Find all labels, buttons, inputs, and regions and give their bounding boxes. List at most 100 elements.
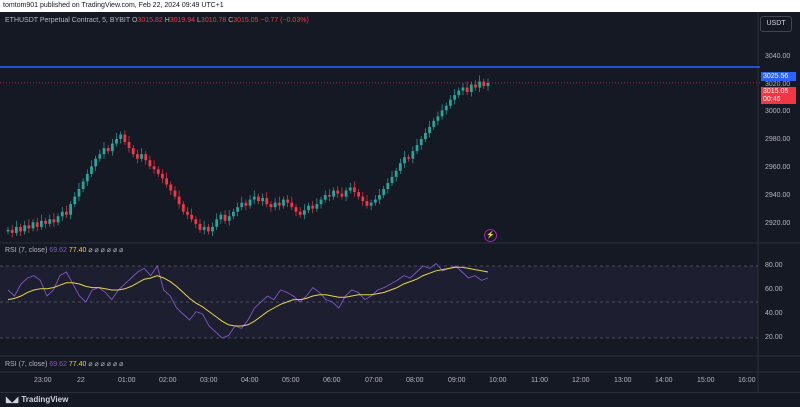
rsi-title: RSI (7, close) bbox=[5, 247, 48, 254]
candle-body bbox=[394, 170, 398, 177]
candle-body bbox=[69, 204, 73, 215]
candle-body bbox=[373, 199, 377, 203]
time-tick: 06:00 bbox=[323, 377, 341, 384]
price-tick: 3000.00 bbox=[765, 108, 791, 115]
candle-body bbox=[486, 83, 490, 87]
candle-body bbox=[52, 219, 56, 223]
chart-area[interactable] bbox=[0, 12, 800, 392]
rsi-ma-line bbox=[7, 266, 489, 327]
tradingview-logo[interactable]: ◣◢ TradingView bbox=[6, 393, 68, 407]
rsi-tick: 60.00 bbox=[765, 286, 783, 293]
candle-body bbox=[407, 157, 411, 159]
candle-body bbox=[236, 207, 239, 212]
rsi-placeholders: ⌀ ⌀ ⌀ ⌀ ⌀ ⌀ bbox=[88, 247, 124, 254]
candle-body bbox=[56, 216, 60, 223]
candle-body bbox=[94, 158, 98, 167]
rsi-tick: 40.00 bbox=[765, 310, 783, 317]
candle-body bbox=[444, 105, 448, 111]
time-tick: 22 bbox=[77, 377, 85, 384]
high-value: 3019.94 bbox=[169, 17, 196, 24]
candle-body bbox=[332, 190, 335, 197]
rsi-title-2: RSI (7, close) bbox=[5, 361, 48, 368]
candle-body bbox=[353, 187, 356, 193]
candle-body bbox=[177, 196, 181, 205]
candle-body bbox=[85, 173, 89, 182]
candle-body bbox=[252, 196, 256, 200]
candle-body bbox=[423, 132, 427, 140]
candle-body bbox=[248, 199, 252, 206]
candle-body bbox=[131, 148, 135, 155]
candle-body bbox=[361, 196, 365, 202]
close-value: 3015.05 bbox=[233, 17, 259, 24]
candle-body bbox=[48, 219, 52, 224]
candle-body bbox=[277, 202, 281, 206]
candle-body bbox=[211, 226, 214, 232]
candle-body bbox=[327, 195, 331, 197]
tradingview-logo-icon: ◣◢ bbox=[6, 395, 19, 404]
candle-body bbox=[302, 210, 306, 215]
time-tick: 13:00 bbox=[614, 377, 632, 384]
candle-body bbox=[81, 181, 85, 189]
close-label: C bbox=[228, 17, 234, 24]
candle-body bbox=[428, 126, 431, 133]
candle-body bbox=[282, 199, 285, 206]
candle-body bbox=[186, 211, 189, 215]
rsi-value-2: 69.62 bbox=[49, 361, 67, 368]
candle-body bbox=[148, 160, 152, 167]
lightning-icon[interactable]: ⚡ bbox=[484, 229, 497, 242]
candle-body bbox=[311, 205, 315, 209]
time-tick: 08:00 bbox=[406, 377, 424, 384]
candle-body bbox=[219, 214, 223, 220]
price-tick: 3040.00 bbox=[765, 53, 791, 60]
candle-body bbox=[10, 229, 14, 233]
candle-body bbox=[206, 226, 210, 232]
price-tick: 2980.00 bbox=[765, 136, 791, 143]
candle-body bbox=[386, 182, 390, 189]
current-price-tag: 3015.05 bbox=[761, 87, 796, 96]
candle-body bbox=[390, 176, 394, 183]
time-tick: 03:00 bbox=[200, 377, 218, 384]
candle-body bbox=[365, 201, 369, 206]
rsi-ma-value-2: 77.40 bbox=[68, 361, 87, 368]
candle-body bbox=[419, 139, 423, 146]
candle-body bbox=[323, 195, 327, 200]
rsi-legend-2: RSI (7, close) 69.62 77.40 ⌀ ⌀ ⌀ ⌀ ⌀ ⌀ bbox=[5, 360, 123, 368]
candle-body bbox=[273, 202, 277, 208]
time-tick: 15:00 bbox=[697, 377, 715, 384]
candle-body bbox=[39, 220, 43, 227]
open-value: 3015.82 bbox=[137, 17, 163, 24]
rsi-placeholders-2: ⌀ ⌀ ⌀ ⌀ ⌀ ⌀ bbox=[88, 361, 124, 368]
price-tick: 3020.00 bbox=[765, 81, 791, 88]
rsi-legend: RSI (7, close) 69.62 77.40 ⌀ ⌀ ⌀ ⌀ ⌀ ⌀ bbox=[5, 246, 123, 254]
candle-body bbox=[156, 169, 160, 174]
candle-body bbox=[35, 222, 39, 227]
candle-body bbox=[411, 151, 415, 159]
candle-body bbox=[432, 120, 436, 127]
candle-body bbox=[286, 199, 290, 203]
currency-button[interactable]: USDT bbox=[760, 16, 792, 32]
candle-body bbox=[340, 193, 344, 197]
candle-body bbox=[144, 154, 148, 161]
published-bar: tomtom901 published on TradingView.com, … bbox=[0, 0, 800, 12]
candle-body bbox=[102, 148, 106, 155]
candle-body bbox=[336, 190, 340, 194]
candle-body bbox=[123, 134, 127, 143]
rsi-value: 69.62 bbox=[49, 247, 67, 254]
candle-body bbox=[90, 166, 93, 174]
candle-body bbox=[198, 223, 202, 230]
candle-body bbox=[474, 84, 477, 88]
candle-body bbox=[382, 189, 386, 196]
price-tick: 2960.00 bbox=[765, 164, 791, 171]
candle-body bbox=[227, 216, 231, 221]
candle-body bbox=[152, 166, 156, 170]
low-value: 3010.78 bbox=[200, 17, 227, 24]
candle-body bbox=[398, 163, 402, 171]
candle-body bbox=[369, 202, 373, 206]
low-label: L bbox=[197, 17, 201, 24]
candle-body bbox=[115, 139, 118, 144]
candle-body bbox=[140, 154, 143, 159]
time-tick: 16:00 bbox=[738, 377, 756, 384]
candle-body bbox=[73, 196, 77, 205]
rsi-ma-value: 77.40 bbox=[68, 247, 87, 254]
